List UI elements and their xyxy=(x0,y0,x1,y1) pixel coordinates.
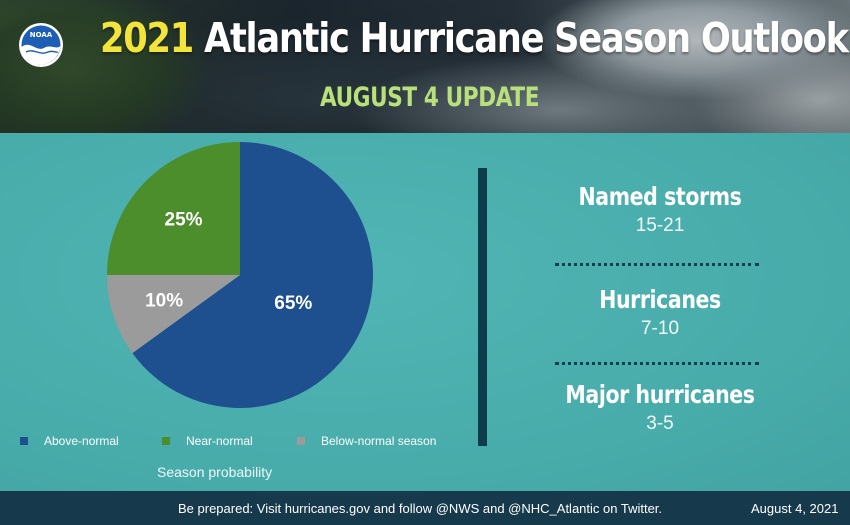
dotted-divider xyxy=(555,263,759,266)
pie-slice-label: 25% xyxy=(165,210,203,231)
stat-value: 15-21 xyxy=(635,215,685,236)
stat-value: 7-10 xyxy=(640,318,680,339)
pie-slice-label: 10% xyxy=(145,291,183,312)
legend-item: Below-normal season xyxy=(297,434,436,448)
legend-swatch xyxy=(20,437,28,445)
legend-label: Below-normal season xyxy=(321,434,437,448)
stat-hurricanes: Hurricanes 7-10 xyxy=(535,285,785,340)
noaa-logo-text: NOAA xyxy=(30,31,53,39)
stat-label: Major hurricanes xyxy=(565,380,755,409)
pie-slice-label: 65% xyxy=(274,293,312,314)
chart-caption: Season probability xyxy=(157,464,273,480)
legend-swatch xyxy=(297,437,305,445)
title-year: 2021 xyxy=(100,14,194,62)
legend-item: Above-normal xyxy=(20,434,119,448)
page-subtitle: AUGUST 4 UPDATE xyxy=(320,82,540,113)
legend-item: Near-normal xyxy=(162,434,253,448)
stat-label: Named storms xyxy=(578,182,742,211)
legend-label: Near-normal xyxy=(186,434,253,448)
noaa-logo-icon: NOAA xyxy=(19,23,63,67)
pie-slice-below-normal-season xyxy=(107,275,240,354)
stat-named-storms: Named storms 15-21 xyxy=(535,182,785,237)
title-text: Atlantic Hurricane Season Outlook xyxy=(203,14,849,62)
chart-legend: Above-normal Near-normal Below-normal seas… xyxy=(0,434,480,454)
page-title: 2021 Atlantic Hurricane Season Outlook xyxy=(100,14,849,62)
pie-slice-near-normal xyxy=(107,142,240,275)
legend-swatch xyxy=(162,437,170,445)
header-banner: NOAA 2021 Atlantic Hurricane Season Outl… xyxy=(0,0,850,133)
footer-bar: Be prepared: Visit hurricanes.gov and fo… xyxy=(0,491,850,525)
divider-bar xyxy=(478,168,487,446)
stat-value: 3-5 xyxy=(646,413,674,434)
stat-major-hurricanes: Major hurricanes 3-5 xyxy=(535,380,785,435)
footer-message: Be prepared: Visit hurricanes.gov and fo… xyxy=(178,501,663,516)
legend-label: Above-normal xyxy=(44,434,119,448)
pie-chart: 65% 10% 25% xyxy=(107,142,374,408)
footer-date: August 4, 2021 xyxy=(751,501,839,516)
pie-slice-above-normal xyxy=(132,142,374,408)
stat-label: Hurricanes xyxy=(599,285,721,314)
dotted-divider xyxy=(555,362,759,365)
